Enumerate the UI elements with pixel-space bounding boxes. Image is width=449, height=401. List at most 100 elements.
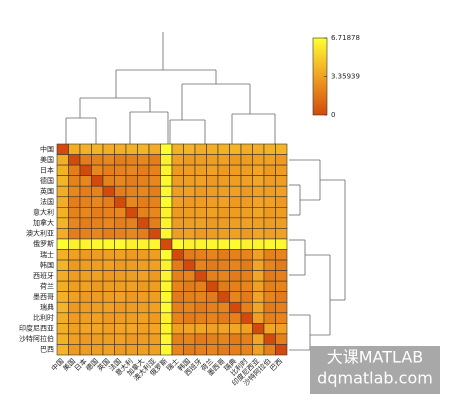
heatmap-cell [68, 270, 81, 282]
heatmap-cell [275, 207, 288, 219]
heatmap-cell [263, 196, 276, 208]
heatmap-cell [79, 270, 92, 282]
heatmap-cell [229, 185, 242, 198]
heatmap-cell [171, 280, 184, 292]
heatmap-cell [160, 217, 173, 229]
heatmap-cell [125, 164, 138, 176]
heatmap-cell [102, 312, 115, 324]
heatmap-cell [91, 207, 104, 219]
row-label: 荷兰 [40, 281, 54, 290]
heatmap-cell [56, 333, 69, 345]
heatmap-cell [68, 323, 81, 335]
heatmap-cell [160, 238, 173, 250]
colorbar-tick-label: 6.71878 [331, 34, 360, 42]
heatmap-cell [114, 333, 127, 345]
heatmap-cell [114, 175, 127, 187]
heatmap-cell [240, 228, 253, 240]
column-label: 巴西 [269, 357, 285, 373]
heatmap-cell [275, 333, 288, 345]
heatmap-cell [137, 238, 150, 250]
heatmap-cell [229, 270, 242, 282]
heatmap-cell [194, 312, 207, 324]
heatmap-cell [148, 164, 161, 176]
heatmap-cell [171, 291, 184, 303]
heatmap-cell [102, 301, 115, 314]
heatmap-cell [206, 185, 219, 198]
heatmap-cell [68, 217, 81, 229]
heatmap-cell [217, 312, 230, 324]
heatmap-cell [160, 164, 173, 176]
heatmap-cell [240, 333, 253, 345]
heatmap-cell [206, 217, 219, 229]
heatmap-cell [56, 270, 69, 282]
heatmap-cell [217, 175, 230, 187]
heatmap-cell [56, 259, 69, 271]
heatmap-cell [160, 323, 173, 335]
heatmap-cell [183, 217, 196, 229]
row-label: 韩国 [40, 260, 54, 269]
heatmap-cell [68, 249, 81, 261]
row-label: 中国 [40, 144, 54, 153]
heatmap-cell [125, 143, 138, 155]
heatmap-cell [114, 259, 127, 271]
heatmap-cell [183, 259, 196, 271]
heatmap-cell [194, 164, 207, 176]
heatmap-cell [194, 301, 207, 314]
heatmap-cell [56, 228, 69, 240]
heatmap-cell [79, 196, 92, 208]
heatmap-cell [252, 185, 265, 198]
heatmap-cell [91, 323, 104, 335]
heatmap-cell [160, 301, 173, 314]
heatmap-cell [263, 323, 276, 335]
heatmap-cell [263, 291, 276, 303]
row-label: 瑞典 [40, 303, 54, 312]
heatmap-cell [148, 259, 161, 271]
colorbar-tick-label: 0 [331, 111, 335, 119]
heatmap-cell [56, 238, 69, 250]
heatmap-cell [263, 217, 276, 229]
heatmap-cell [194, 291, 207, 303]
heatmap-cell [229, 238, 242, 250]
row-label: 俄罗斯 [33, 239, 54, 248]
heatmap-cell [91, 185, 104, 198]
heatmap-cell [275, 301, 288, 314]
heatmap-cell [102, 164, 115, 176]
heatmap-cell [160, 207, 173, 219]
heatmap-cell [79, 217, 92, 229]
heatmap-cell [206, 164, 219, 176]
heatmap-cell [79, 333, 92, 345]
heatmap-cell [217, 143, 230, 155]
heatmap-cell [275, 344, 288, 356]
heatmap-cell [206, 196, 219, 208]
heatmap-cell [102, 143, 115, 155]
heatmap-cell [91, 238, 104, 250]
heatmap-cell [68, 154, 81, 166]
heatmap-cell [160, 228, 173, 240]
heatmap-cell [240, 185, 253, 198]
heatmap-cell [125, 312, 138, 324]
row-label: 意大利 [33, 208, 54, 217]
heatmap-cell [125, 344, 138, 356]
heatmap-cell [252, 207, 265, 219]
heatmap-cell [79, 228, 92, 240]
heatmap-cell [217, 154, 230, 166]
heatmap-cell [137, 270, 150, 282]
heatmap-cell [148, 323, 161, 335]
heatmap-cell [56, 175, 69, 187]
heatmap-cell [148, 175, 161, 187]
heatmap-cell [68, 196, 81, 208]
heatmap-cell [125, 207, 138, 219]
heatmap-cell [137, 312, 150, 324]
heatmap-cell [160, 154, 173, 166]
heatmap-cell [229, 344, 242, 356]
heatmap-cell [206, 333, 219, 345]
heatmap-cell [68, 228, 81, 240]
heatmap-cell [148, 280, 161, 292]
heatmap-cell [91, 344, 104, 356]
heatmap-cell [229, 333, 242, 345]
heatmap-cell [263, 207, 276, 219]
heatmap-cell [252, 143, 265, 155]
row-label: 沙特阿拉伯 [19, 334, 54, 343]
heatmap-cell [171, 249, 184, 261]
heatmap-cell [160, 196, 173, 208]
